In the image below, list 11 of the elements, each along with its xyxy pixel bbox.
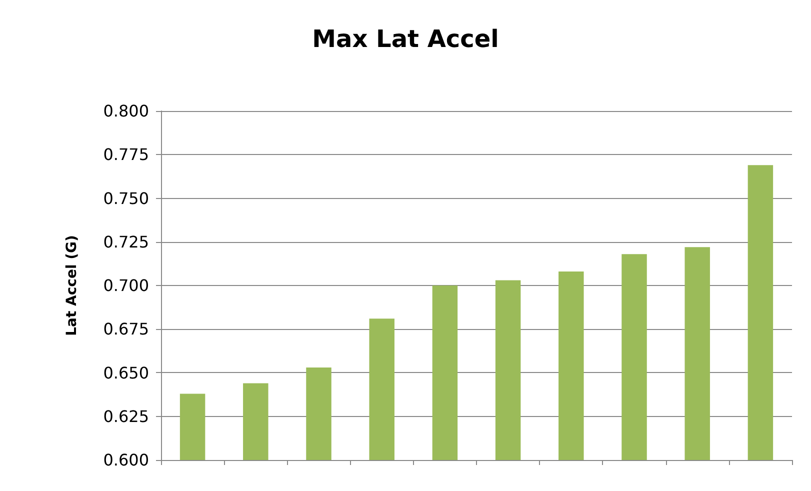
y-tick-label: 0.775 bbox=[103, 145, 149, 164]
y-tick-label: 0.800 bbox=[103, 102, 149, 120]
y-tick-label: 0.650 bbox=[103, 363, 149, 382]
chart-title: Max Lat Accel bbox=[312, 25, 499, 53]
y-axis-title: Lat Accel (G) bbox=[64, 235, 80, 336]
y-tick-label: 0.725 bbox=[103, 232, 149, 252]
y-tick-label: 0.600 bbox=[103, 450, 149, 470]
y-tick-label: 0.700 bbox=[103, 276, 149, 295]
y-tick-label: 0.675 bbox=[103, 320, 149, 339]
y-tick-label: 0.750 bbox=[103, 188, 149, 208]
y-tick-label: 0.625 bbox=[103, 406, 149, 426]
